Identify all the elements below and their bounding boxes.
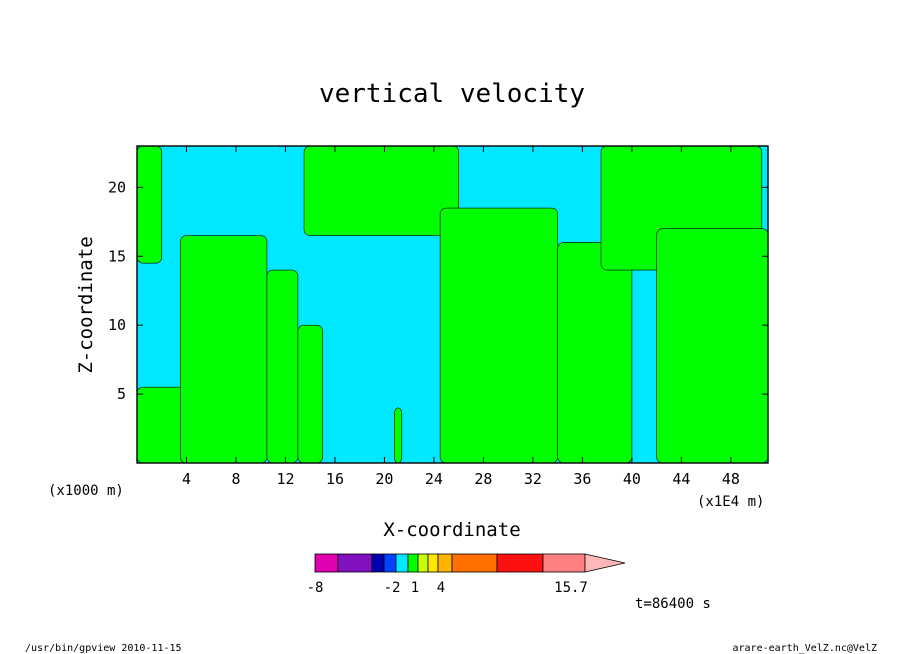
y-tick-label: 20	[108, 178, 126, 196]
x-tick-label: 12	[276, 470, 294, 488]
x-tick-label: 32	[524, 470, 542, 488]
colorbar-label: -2	[384, 580, 401, 596]
colorbar-bin	[371, 553, 385, 573]
field-region	[180, 235, 268, 464]
x-unit-label: (x1000 m)	[48, 483, 124, 499]
x-tick-label: 40	[623, 470, 641, 488]
colorbar-label: 4	[437, 580, 445, 596]
colorbar-bin	[314, 553, 339, 573]
colorbar-label: 15.7	[554, 580, 588, 596]
time-label: t=86400 s	[635, 596, 711, 612]
colorbar	[314, 553, 626, 573]
colorbar-bin	[427, 553, 439, 573]
field-region	[297, 324, 323, 464]
y-tick-label: 5	[117, 385, 126, 403]
field-region	[266, 269, 299, 464]
field-region	[303, 145, 459, 236]
plot-frame	[136, 145, 769, 464]
colorbar-extend-arrow	[584, 553, 626, 573]
y-tick-label: 10	[108, 316, 126, 334]
field-region	[394, 407, 403, 464]
y-axis: 5 10 15 20	[108, 178, 768, 403]
colorbar-bin	[417, 553, 429, 573]
y-axis-label: Z-coordinate	[75, 236, 97, 373]
x-tick-label: 4	[182, 470, 191, 488]
x-tick-label: 36	[573, 470, 591, 488]
x-tick-label: 8	[231, 470, 240, 488]
colorbar-bin	[542, 553, 586, 573]
y-tick-label: 15	[108, 247, 126, 265]
x-tick-label: 44	[672, 470, 690, 488]
field-regions	[136, 145, 769, 464]
x-tick-label: 20	[375, 470, 393, 488]
plot-area	[136, 145, 769, 464]
colorbar-bin	[451, 553, 498, 573]
colorbar-bin	[383, 553, 397, 573]
colorbar-bin	[337, 553, 373, 573]
x-axis-label: X-coordinate	[383, 519, 520, 541]
colorbar-bin	[496, 553, 544, 573]
footer-right: arare-earth_VelZ.nc@VelZ	[733, 643, 878, 654]
colorbar-bin	[395, 553, 409, 573]
colorbar-labels: -8 -2 1 4 15.7	[307, 580, 588, 596]
colorbar-bin	[437, 553, 453, 573]
x-axis: 4 8 12 16 20 24 28 32 36 40 44 48	[182, 146, 740, 488]
x-tick-label: 16	[326, 470, 344, 488]
x-tick-label: 24	[425, 470, 443, 488]
x-scale-note: (x1E4 m)	[697, 494, 764, 510]
field-region	[136, 145, 163, 264]
field-region	[656, 228, 769, 464]
colorbar-label: -8	[307, 580, 324, 596]
x-tick-label: 48	[722, 470, 740, 488]
colorbar-bin	[407, 553, 419, 573]
field-region	[439, 207, 558, 464]
field-region	[557, 242, 633, 464]
x-tick-label: 28	[474, 470, 492, 488]
chart-title: vertical velocity	[319, 79, 585, 109]
footer-left: /usr/bin/gpview 2010-11-15	[25, 643, 182, 654]
colorbar-label: 1	[411, 580, 419, 596]
